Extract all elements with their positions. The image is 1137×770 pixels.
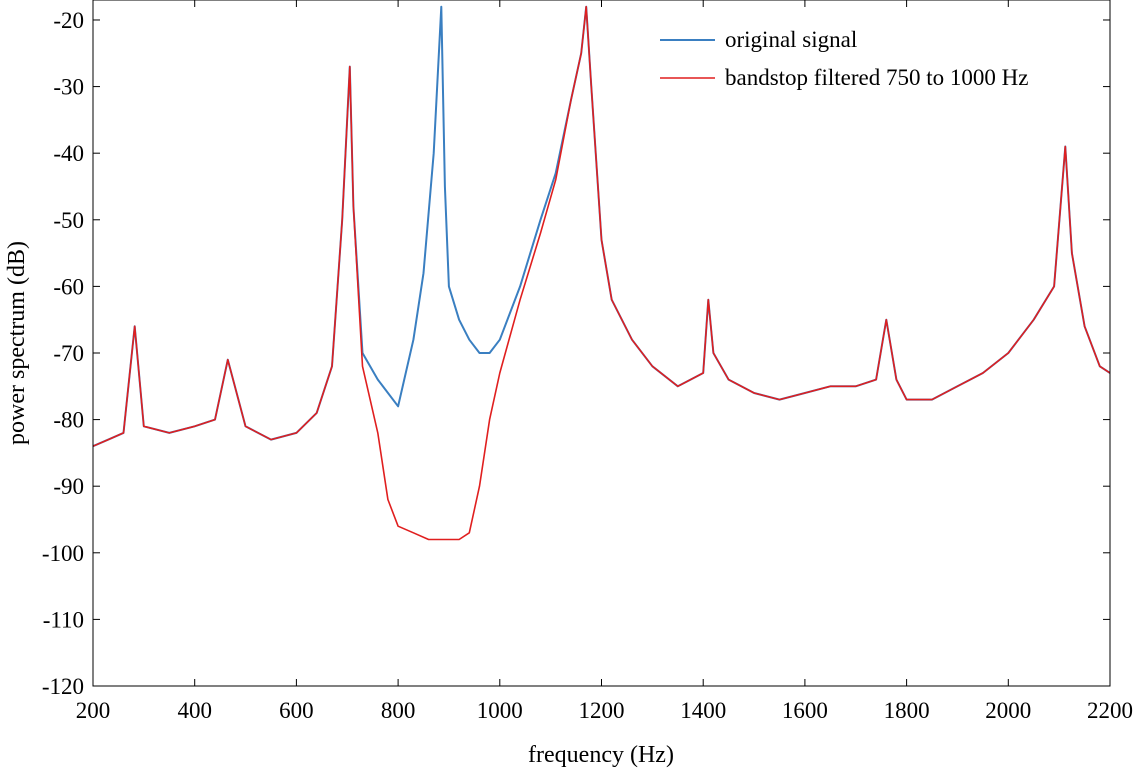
legend-label: bandstop filtered 750 to 1000 Hz [725, 65, 1028, 90]
x-tick-label: 1800 [884, 698, 930, 723]
x-tick-label: 600 [279, 698, 314, 723]
series-layer [92, 5, 1111, 541]
x-tick-label: 1400 [680, 698, 726, 723]
x-tick-label: 200 [76, 698, 111, 723]
y-tick-label: -90 [53, 474, 84, 499]
x-tick-label: 800 [381, 698, 416, 723]
legend-label: original signal [725, 27, 857, 52]
x-tick-label: 2000 [985, 698, 1031, 723]
x-axis: 200 400 600 800 1000 1200 1400 1600 1800 2000 2200 [76, 0, 1133, 723]
y-tick-label: -50 [53, 208, 84, 233]
y-tick-label: -120 [42, 674, 84, 699]
x-tick-label: 400 [177, 698, 212, 723]
x-tick-label: 1200 [579, 698, 625, 723]
y-axis-label: power spectrum (dB) [4, 241, 30, 445]
y-tick-label: -100 [42, 541, 84, 566]
y-tick-label: -60 [53, 274, 84, 299]
y-axis: -120 -110 -100 -90 -80 -70 -60 -50 -40 -30 -20 [42, 8, 1110, 699]
y-tick-label: -80 [53, 408, 84, 433]
y-tick-label: -70 [53, 341, 84, 366]
y-tick-label: -30 [53, 75, 84, 100]
legend: original signal bandstop filtered 750 to … [660, 27, 1028, 90]
x-tick-label: 1600 [782, 698, 828, 723]
x-axis-label: frequency (Hz) [528, 742, 674, 768]
y-tick-label: -20 [53, 8, 84, 33]
x-tick-label: 1000 [477, 698, 523, 723]
plot-area-frame [92, 0, 1111, 687]
y-tick-label: -110 [43, 607, 84, 632]
y-tick-label: -40 [53, 141, 84, 166]
x-tick-label: 2200 [1087, 698, 1133, 723]
series-line-bandstop-filtered [92, 5, 1111, 541]
